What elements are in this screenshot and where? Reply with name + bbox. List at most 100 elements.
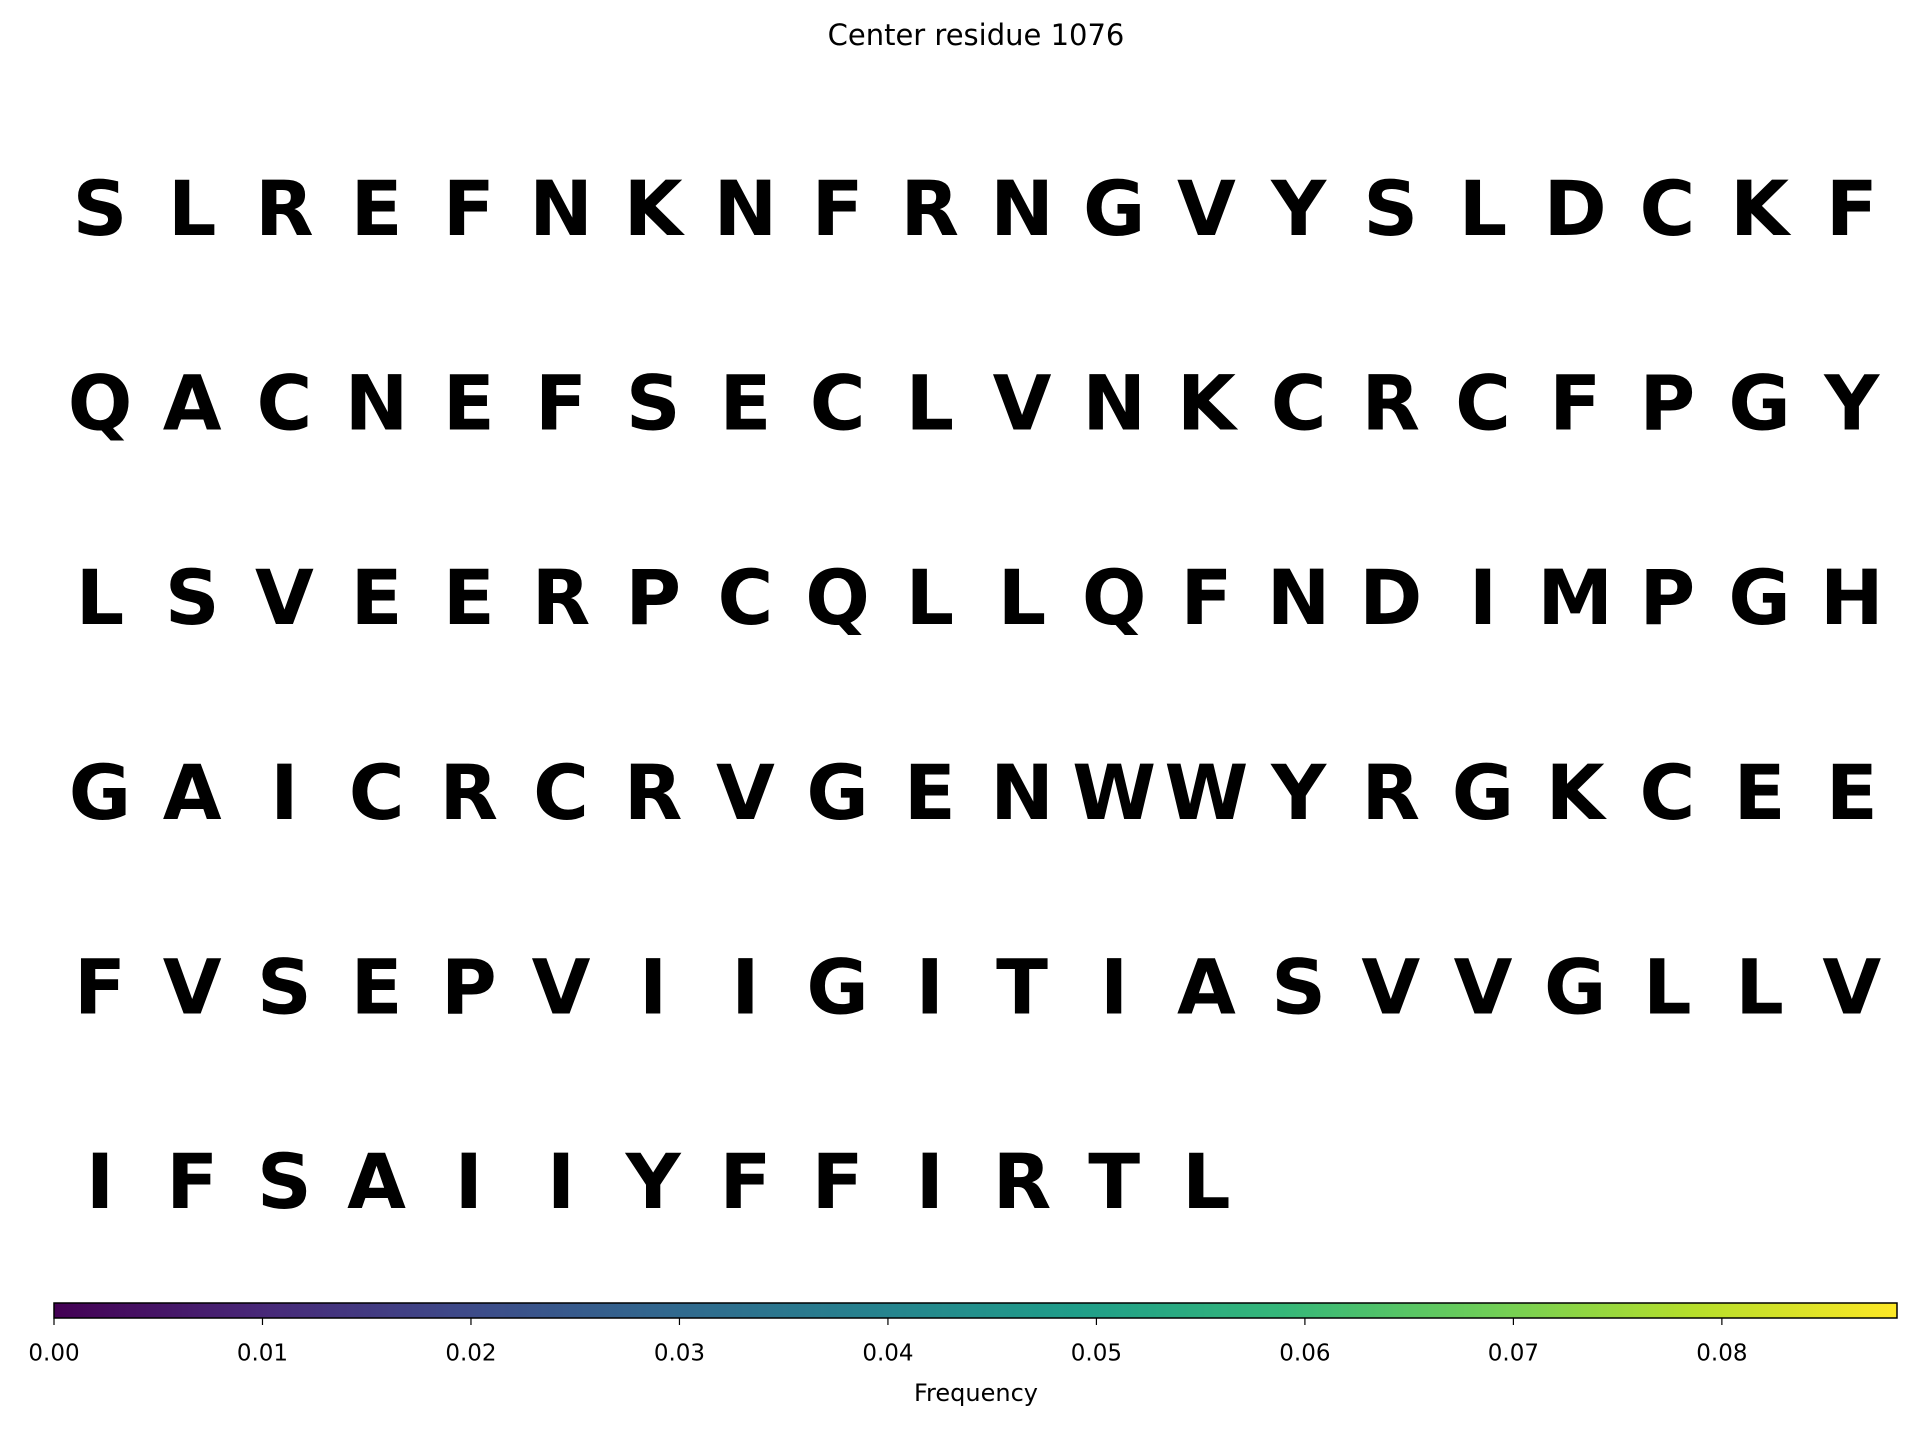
residue-letter: R [1362, 359, 1421, 448]
residue-letter: V [716, 748, 775, 837]
residue-letter: M [1537, 553, 1613, 642]
colorbar [53, 1302, 1898, 1319]
residue-letter: E [904, 748, 956, 837]
residue-letter: Y [625, 1137, 682, 1226]
residue-letter: L [168, 164, 216, 253]
residue-letter: F [812, 164, 864, 253]
residue-letter: V [255, 553, 314, 642]
residue-letter: L [1735, 942, 1783, 1031]
residue-letter: S [257, 942, 312, 1031]
residue-letter: L [906, 359, 954, 448]
residue-letter: N [990, 164, 1054, 253]
residue-letter: C [1271, 359, 1327, 448]
residue-letter: G [806, 942, 868, 1031]
residue-letter: G [1083, 164, 1145, 253]
residue-letter: P [625, 553, 681, 642]
residue-letter: V [1361, 942, 1420, 1031]
residue-letter: E [351, 942, 403, 1031]
residue-letter: I [455, 1137, 483, 1226]
residue-letter: E [351, 553, 403, 642]
residue-letter: G [1728, 359, 1790, 448]
residue-letter: P [441, 942, 497, 1031]
residue-letter: E [443, 359, 495, 448]
residue-letter: F [1180, 553, 1232, 642]
residue-letter: L [76, 553, 124, 642]
residue-letter: P [1640, 553, 1696, 642]
residue-letter: Y [1270, 748, 1327, 837]
residue-letter: I [916, 942, 944, 1031]
residue-letter: F [1549, 359, 1601, 448]
residue-letter: F [166, 1137, 218, 1226]
residue-letter: K [1177, 359, 1239, 448]
residue-letter: V [1822, 942, 1881, 1031]
residue-letter: S [1271, 942, 1326, 1031]
residue-letter: S [626, 359, 681, 448]
residue-letter: W [1072, 748, 1156, 837]
residue-letter: I [1469, 553, 1497, 642]
residue-letter: I [916, 1137, 944, 1226]
tick-label: 0.08 [1696, 1341, 1747, 1367]
residue-letter: F [1826, 164, 1878, 253]
residue-letter: A [163, 748, 222, 837]
residue-letter: L [906, 553, 954, 642]
residue-letter: R [993, 1137, 1052, 1226]
residue-letter: E [719, 359, 771, 448]
tick-label: 0.03 [654, 1341, 705, 1367]
residue-letter: L [1182, 1137, 1230, 1226]
residue-letter: R [1362, 748, 1421, 837]
residue-letter: I [1100, 942, 1128, 1031]
colorbar-label: Frequency [914, 1379, 1038, 1407]
residue-letter: C [810, 359, 866, 448]
residue-letter: I [547, 1137, 575, 1226]
residue-letter: D [1544, 164, 1607, 253]
residue-letter: F [719, 1137, 771, 1226]
residue-letter: S [1363, 164, 1418, 253]
residue-letter: C [1455, 359, 1511, 448]
residue-letter: H [1820, 553, 1884, 642]
residue-letter: L [998, 553, 1046, 642]
residue-letter: A [163, 359, 222, 448]
residue-letter: Q [1082, 553, 1147, 642]
residue-letter: G [1728, 553, 1790, 642]
residue-letter: R [901, 164, 960, 253]
chart-title: Center residue 1076 [828, 18, 1125, 52]
residue-letter: L [1459, 164, 1507, 253]
residue-letter: V [163, 942, 222, 1031]
residue-letter: K [1730, 164, 1792, 253]
tick-label: 0.00 [28, 1341, 79, 1367]
residue-letter: R [532, 553, 591, 642]
residue-letter: W [1164, 748, 1248, 837]
residue-letter: A [347, 1137, 406, 1226]
residue-letter: N [345, 359, 409, 448]
tick-label: 0.02 [445, 1341, 496, 1367]
residue-letter: F [812, 1137, 864, 1226]
residue-letter: C [1640, 748, 1696, 837]
residue-letter: G [69, 748, 131, 837]
residue-letter: S [257, 1137, 312, 1226]
residue-letter: I [270, 748, 298, 837]
tick-label: 0.04 [862, 1341, 913, 1367]
residue-letter: N [529, 164, 593, 253]
tick-label: 0.07 [1488, 1341, 1539, 1367]
residue-letter: V [993, 359, 1052, 448]
residue-letter: L [1643, 942, 1691, 1031]
residue-letter: F [535, 359, 587, 448]
residue-letter: Q [805, 553, 870, 642]
residue-letter: G [1544, 942, 1606, 1031]
residue-letter: G [1452, 748, 1514, 837]
residue-letter: Q [68, 359, 133, 448]
residue-letter: V [1177, 164, 1236, 253]
residue-letter: C [533, 748, 589, 837]
residue-letter: V [1454, 942, 1513, 1031]
residue-letter: R [255, 164, 314, 253]
tick-label: 0.06 [1279, 1341, 1330, 1367]
residue-letter: Y [1270, 164, 1327, 253]
residue-letter: S [165, 553, 220, 642]
residue-letter: G [806, 748, 868, 837]
residue-letter: C [349, 748, 405, 837]
residue-letter: K [624, 164, 686, 253]
residue-letter: N [1267, 553, 1331, 642]
residue-letter: T [1088, 1137, 1140, 1226]
